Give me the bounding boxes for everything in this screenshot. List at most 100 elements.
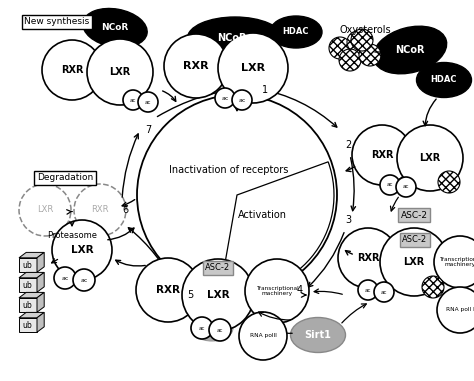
Circle shape bbox=[339, 49, 361, 71]
Text: 1: 1 bbox=[262, 85, 268, 95]
Text: ASC-2: ASC-2 bbox=[401, 210, 428, 219]
Circle shape bbox=[422, 276, 444, 298]
Circle shape bbox=[352, 125, 412, 185]
Text: Transcriptional
machinery: Transcriptional machinery bbox=[255, 286, 298, 296]
Circle shape bbox=[191, 317, 213, 339]
Text: RXR: RXR bbox=[61, 65, 83, 75]
Text: ac: ac bbox=[381, 290, 387, 295]
Circle shape bbox=[239, 312, 287, 360]
Bar bbox=[19, 278, 37, 292]
Text: RXR: RXR bbox=[91, 205, 109, 215]
Text: RNA poll I: RNA poll I bbox=[446, 307, 474, 312]
Text: ac: ac bbox=[221, 96, 228, 101]
Text: LXR: LXR bbox=[241, 63, 265, 73]
Text: ac: ac bbox=[365, 288, 371, 293]
Circle shape bbox=[437, 287, 474, 333]
Ellipse shape bbox=[374, 26, 447, 74]
Text: HDAC: HDAC bbox=[283, 27, 309, 37]
Polygon shape bbox=[37, 252, 44, 272]
Text: RXR: RXR bbox=[156, 285, 180, 295]
Ellipse shape bbox=[191, 315, 233, 341]
Text: ub: ub bbox=[22, 280, 32, 290]
Polygon shape bbox=[37, 272, 44, 292]
Text: Inactivation of receptors: Inactivation of receptors bbox=[169, 165, 289, 175]
Circle shape bbox=[397, 125, 463, 191]
Ellipse shape bbox=[83, 8, 147, 48]
Polygon shape bbox=[19, 272, 44, 278]
Text: ac: ac bbox=[145, 99, 151, 104]
Text: LXR: LXR bbox=[109, 67, 131, 77]
Circle shape bbox=[52, 220, 112, 280]
Circle shape bbox=[245, 259, 309, 323]
Circle shape bbox=[73, 269, 95, 291]
Circle shape bbox=[438, 171, 460, 193]
Bar bbox=[19, 318, 37, 332]
Wedge shape bbox=[220, 162, 334, 292]
Polygon shape bbox=[19, 312, 44, 318]
Text: 5: 5 bbox=[187, 290, 193, 300]
Circle shape bbox=[351, 29, 373, 51]
Polygon shape bbox=[37, 292, 44, 312]
Text: 6: 6 bbox=[122, 205, 128, 215]
Text: 3: 3 bbox=[345, 215, 351, 225]
Text: ac: ac bbox=[61, 275, 69, 280]
Text: RXR: RXR bbox=[183, 61, 209, 71]
Text: ub: ub bbox=[22, 301, 32, 309]
Circle shape bbox=[136, 258, 200, 322]
Circle shape bbox=[232, 90, 252, 110]
Circle shape bbox=[380, 228, 448, 296]
Text: Oxysterols: Oxysterols bbox=[339, 25, 391, 35]
Text: Transcriptional
machinery: Transcriptional machinery bbox=[438, 256, 474, 267]
Ellipse shape bbox=[188, 17, 283, 59]
Circle shape bbox=[434, 236, 474, 288]
Ellipse shape bbox=[137, 95, 337, 295]
Text: ub: ub bbox=[22, 261, 32, 269]
Text: NCoR: NCoR bbox=[217, 33, 247, 43]
Text: ac: ac bbox=[130, 98, 136, 102]
Text: LXR: LXR bbox=[207, 290, 229, 300]
Circle shape bbox=[87, 39, 153, 105]
Circle shape bbox=[374, 282, 394, 302]
Text: ac: ac bbox=[403, 184, 409, 189]
Text: Proteasome: Proteasome bbox=[47, 231, 97, 240]
Polygon shape bbox=[37, 312, 44, 332]
Text: Activation: Activation bbox=[237, 210, 286, 220]
Text: New synthesis: New synthesis bbox=[24, 18, 90, 27]
Circle shape bbox=[358, 280, 378, 300]
Circle shape bbox=[123, 90, 143, 110]
Circle shape bbox=[164, 34, 228, 98]
Text: 7: 7 bbox=[145, 125, 151, 135]
Text: LXR: LXR bbox=[71, 245, 93, 255]
Text: LXR: LXR bbox=[419, 153, 441, 163]
Circle shape bbox=[359, 44, 381, 66]
Bar bbox=[19, 258, 37, 272]
Circle shape bbox=[138, 92, 158, 112]
Circle shape bbox=[19, 184, 71, 236]
Bar bbox=[19, 298, 37, 312]
Circle shape bbox=[218, 33, 288, 103]
Circle shape bbox=[42, 40, 102, 100]
Text: ac: ac bbox=[238, 98, 246, 102]
Circle shape bbox=[329, 37, 351, 59]
Text: Degradation: Degradation bbox=[37, 173, 93, 182]
Text: 4: 4 bbox=[297, 285, 303, 295]
Text: RXR: RXR bbox=[371, 150, 393, 160]
Text: ac: ac bbox=[199, 325, 205, 330]
Text: ac: ac bbox=[217, 328, 223, 333]
Circle shape bbox=[74, 184, 126, 236]
Circle shape bbox=[347, 31, 369, 53]
Polygon shape bbox=[19, 252, 44, 258]
Text: NCoR: NCoR bbox=[101, 24, 128, 32]
Text: ac: ac bbox=[80, 277, 88, 282]
Text: ASC-2: ASC-2 bbox=[402, 235, 428, 245]
Text: NCoR: NCoR bbox=[395, 45, 425, 55]
Text: Sirt1: Sirt1 bbox=[305, 330, 331, 340]
Text: ASC-2: ASC-2 bbox=[205, 264, 230, 272]
Circle shape bbox=[338, 228, 398, 288]
Text: LXR: LXR bbox=[37, 205, 53, 215]
Ellipse shape bbox=[270, 16, 322, 48]
Text: ac: ac bbox=[387, 182, 393, 187]
Text: ub: ub bbox=[22, 320, 32, 330]
Ellipse shape bbox=[417, 62, 472, 98]
Text: RXR: RXR bbox=[357, 253, 379, 263]
